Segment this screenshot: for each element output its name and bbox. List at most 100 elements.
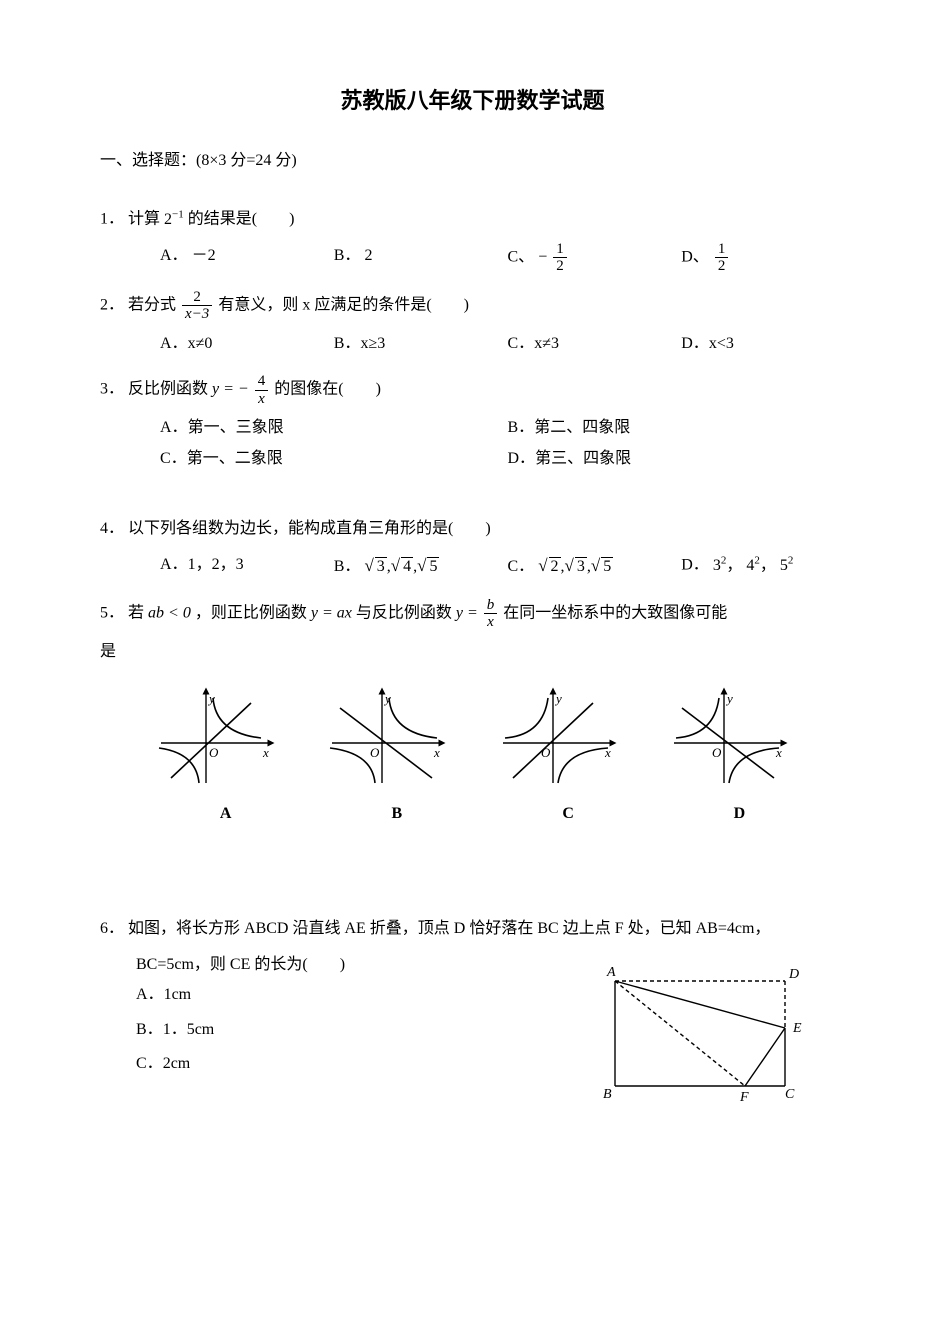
q6-b-label: B． [136,1021,163,1038]
q4-c-r3: 5 [601,557,613,575]
q3-opt-c: C．第一、二象限 [160,444,498,474]
svg-text:x: x [433,745,440,760]
q5-graph-c-label: C [493,799,643,829]
question-5: 5． 若 ab < 0 ，则正比例函数 y = ax 与反比例函数 y = b … [100,597,845,840]
q4-b-r3: 5 [427,557,439,575]
q3-d-text: 第三、四象限 [535,450,631,467]
q2-a-text: x≠0 [188,335,213,352]
q6-figure: A D B C E F [585,950,845,1106]
q1-b-label: B． [334,247,361,264]
q1-c-label: C、 [508,249,535,266]
q1-d-num: 1 [715,241,729,259]
question-1: 1． 计算 2−1 的结果是( ) A． －2 B． 2 C、 − 1 2 D、… [100,204,845,275]
q1-b-text: 2 [364,247,372,264]
q5-graph-c: y x O C [493,683,643,829]
svg-text:O: O [712,745,722,760]
q4-b-r2: 4 [401,557,413,575]
q1-c-frac: 1 2 [553,241,567,275]
q5-graphs: y x O A y x O B [100,673,845,839]
page-title: 苏教版八年级下册数学试题 [100,80,845,122]
q6-number: 6． [100,920,124,937]
q2-number: 2． [100,297,124,314]
q2-c-text: x≠3 [534,335,559,352]
q6-a-label: A． [136,986,164,1003]
q1-opt-d: D、 1 2 [681,241,845,275]
q5-number: 5． [100,605,124,622]
q2-options: A．x≠0 B．x≥3 C．x≠3 D．x<3 [100,329,845,359]
q3-frac: 4 x [255,373,269,407]
q1-number: 1． [100,211,124,228]
q4-d-e2: 2 [754,554,760,566]
q2-suffix: 有意义，则 x 应满足的条件是( ) [218,297,469,314]
q3-opt-a: A．第一、三象限 [160,413,498,443]
q5-graph-b: y x O B [322,683,472,829]
q2-d-text: x<3 [709,335,734,352]
svg-text:y: y [554,691,562,706]
q4-opt-c: C． √2,√3,√5 [508,550,672,582]
q3-c-label: C． [160,450,187,467]
q1-prefix: 计算 [128,211,160,228]
q5-graph-a-label: A [151,799,301,829]
q1-a-text: －2 [192,247,216,264]
q5-graph-b-label: B [322,799,472,829]
q6-stem-line1: 6． 如图，将长方形 ABCD 沿直线 AE 折叠，顶点 D 恰好落在 BC 边… [100,914,845,944]
q3-lhs: y = − [212,381,249,398]
q5-eq1: y = ax [311,605,352,622]
q3-options: A．第一、三象限 B．第二、四象限 C．第一、二象限 D．第三、四象限 [100,413,845,474]
q1-c-neg: − [538,249,547,266]
svg-text:O: O [209,745,219,760]
q4-opt-b: B． √3,√4,√5 [334,550,498,582]
q4-c-label: C． [508,558,535,575]
q2-opt-b: B．x≥3 [334,329,498,359]
q6-b-text: 1．5cm [163,1021,215,1038]
svg-text:A: A [606,965,616,980]
q2-c-label: C． [508,335,535,352]
q3-opt-b: B．第二、四象限 [508,413,846,443]
q1-stem: 1． 计算 2−1 的结果是( ) [100,204,845,235]
q4-b-label: B． [334,558,361,575]
q3-d-label: D． [508,450,536,467]
q5-prefix: 若 [128,605,144,622]
q3-b-label: B． [508,419,535,436]
q1-d-den: 2 [715,258,729,275]
q4-text: 以下列各组数为边长，能构成直角三角形的是( ) [128,520,491,537]
q6-text1: 如图，将长方形 ABCD 沿直线 AE 折叠，顶点 D 恰好落在 BC 边上点 … [128,920,770,937]
q4-a-label: A． [160,556,188,573]
q6-opt-c: C．2cm [136,1049,565,1079]
q3-num: 4 [255,373,269,391]
q4-b-r1: 3 [375,557,387,575]
svg-text:E: E [792,1021,802,1036]
q2-den: x−3 [182,306,212,323]
q6-stem-line2: BC=5cm，则 CE 的长为( ) [136,950,565,980]
q3-a-label: A． [160,419,188,436]
q2-b-text: x≥3 [360,335,385,352]
q2-a-label: A． [160,335,188,352]
q2-num: 2 [182,289,212,307]
svg-text:D: D [788,967,799,982]
q5-suffix: 在同一坐标系中的大致图像可能 [503,605,727,622]
q2-b-label: B． [334,335,361,352]
q3-stem: 3． 反比例函数 y = − 4 x 的图像在( ) [100,373,845,407]
svg-text:O: O [370,745,380,760]
q5-frac: b x [484,597,498,631]
q5-stem: 5． 若 ab < 0 ，则正比例函数 y = ax 与反比例函数 y = b … [100,597,845,631]
q2-opt-c: C．x≠3 [508,329,672,359]
q6-opt-b: B．1．5cm [136,1015,565,1045]
svg-text:y: y [725,691,733,706]
q4-opt-d: D． 32， 42， 52 [681,550,845,582]
q3-prefix: 反比例函数 [128,381,208,398]
q1-options: A． －2 B． 2 C、 − 1 2 D、 1 2 [100,241,845,275]
q3-opt-d: D．第三、四象限 [508,444,846,474]
q4-c-r2: 3 [575,557,587,575]
q5-mid2: 与反比例函数 [356,605,452,622]
q6-opt-a: A．1cm [136,980,565,1010]
q1-c-den: 2 [553,258,567,275]
q1-opt-b: B． 2 [334,241,498,275]
q6-c-label: C． [136,1055,163,1072]
q4-number: 4． [100,520,124,537]
q1-d-frac: 1 2 [715,241,729,275]
svg-text:F: F [739,1090,749,1105]
svg-text:B: B [603,1087,612,1102]
q4-d-b3: 5 [780,557,788,574]
q4-options: A．1，2，3 B． √3,√4,√5 C． √2,√3,√5 D． 32， 4… [100,550,845,582]
